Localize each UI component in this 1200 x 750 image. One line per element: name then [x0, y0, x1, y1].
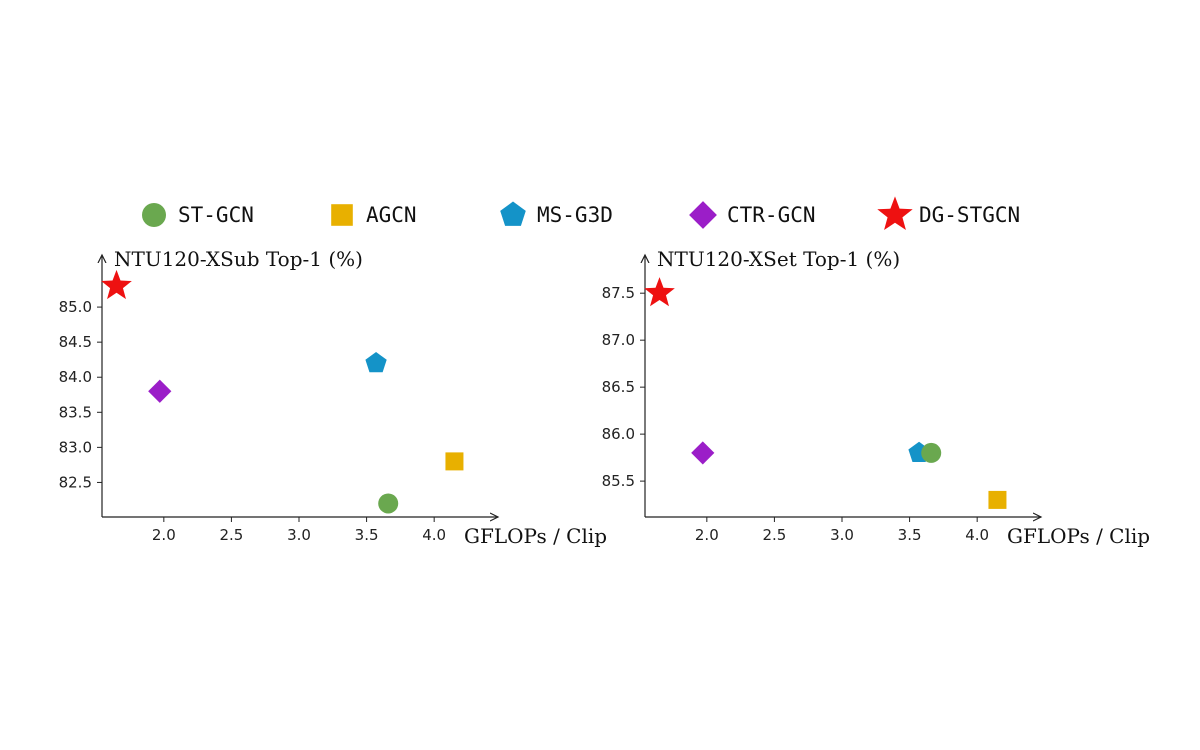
x-tick-label: 3.0 [287, 526, 311, 544]
point-dg-stgcn [644, 277, 675, 307]
legend-item-st-gcn: ST-GCN [142, 203, 254, 227]
y-tick-label: 82.5 [59, 473, 92, 491]
legend-label: AGCN [366, 203, 417, 227]
y-tick-label: 86.0 [602, 425, 635, 443]
y-axis-title: NTU120-XSub Top-1 (%) [114, 247, 363, 271]
y-tick-label: 86.5 [602, 378, 635, 396]
legend-marker-st-gcn [142, 203, 166, 227]
x-tick-label: 3.5 [898, 526, 922, 544]
x-tick-label: 2.5 [219, 526, 243, 544]
panel-xset: 2.0 2.5 3.0 3.5 4.0 85.5 86.0 86.5 87.0 87.5 NTU12… [602, 247, 1150, 548]
x-axis-title: GFLOPs / Clip [464, 524, 607, 548]
point-dg-stgcn [101, 269, 132, 300]
legend-item-ctr-gcn: CTR-GCN [689, 201, 816, 229]
x-tick-label: 3.5 [355, 526, 379, 544]
x-tick-label: 3.0 [830, 526, 854, 544]
legend-label: MS-G3D [537, 203, 613, 227]
legend-label: DG-STGCN [919, 203, 1020, 227]
legend-marker-ms-g3d [500, 201, 526, 226]
legend-item-ms-g3d: MS-G3D [500, 201, 613, 227]
legend-label: ST-GCN [178, 203, 254, 227]
x-axis-title: GFLOPs / Clip [1007, 524, 1150, 548]
x-tick-label: 2.0 [695, 526, 719, 544]
x-tick-label: 2.0 [152, 526, 176, 544]
x-tick-label: 4.0 [965, 526, 989, 544]
y-tick-label: 85.5 [602, 472, 635, 490]
y-tick-label: 87.5 [602, 284, 635, 302]
y-tick-label: 83.0 [59, 438, 92, 456]
y-axis-title: NTU120-XSet Top-1 (%) [657, 247, 900, 271]
y-tick-label: 87.0 [602, 331, 635, 349]
legend-item-agcn: AGCN [331, 203, 417, 227]
legend-marker-agcn [331, 204, 353, 226]
x-tick-label: 2.5 [762, 526, 786, 544]
point-st-gcn [921, 442, 942, 463]
legend-label: CTR-GCN [727, 203, 816, 227]
x-tick-label: 4.0 [422, 526, 446, 544]
y-tick-label: 83.5 [59, 403, 92, 421]
point-agcn [445, 452, 464, 471]
legend-marker-ctr-gcn [689, 201, 717, 229]
panel-xsub: 2.0 2.5 3.0 3.5 4.0 82.5 83.0 83.5 84.0 84.5 85.0 N… [59, 247, 607, 548]
legend-marker-dg-stgcn [877, 196, 913, 231]
y-tick-label: 85.0 [59, 298, 92, 316]
point-ctr-gcn [148, 379, 172, 403]
y-tick-label: 84.0 [59, 368, 92, 386]
y-tick-label: 84.5 [59, 333, 92, 351]
point-ms-g3d [365, 352, 387, 373]
point-ctr-gcn [691, 441, 715, 465]
legend-item-dg-stgcn: DG-STGCN [877, 196, 1020, 231]
point-st-gcn [378, 493, 399, 514]
point-agcn [988, 490, 1007, 509]
legend: ST-GCN AGCN MS-G3D CTR-GCN DG-STGCN [142, 196, 1020, 231]
